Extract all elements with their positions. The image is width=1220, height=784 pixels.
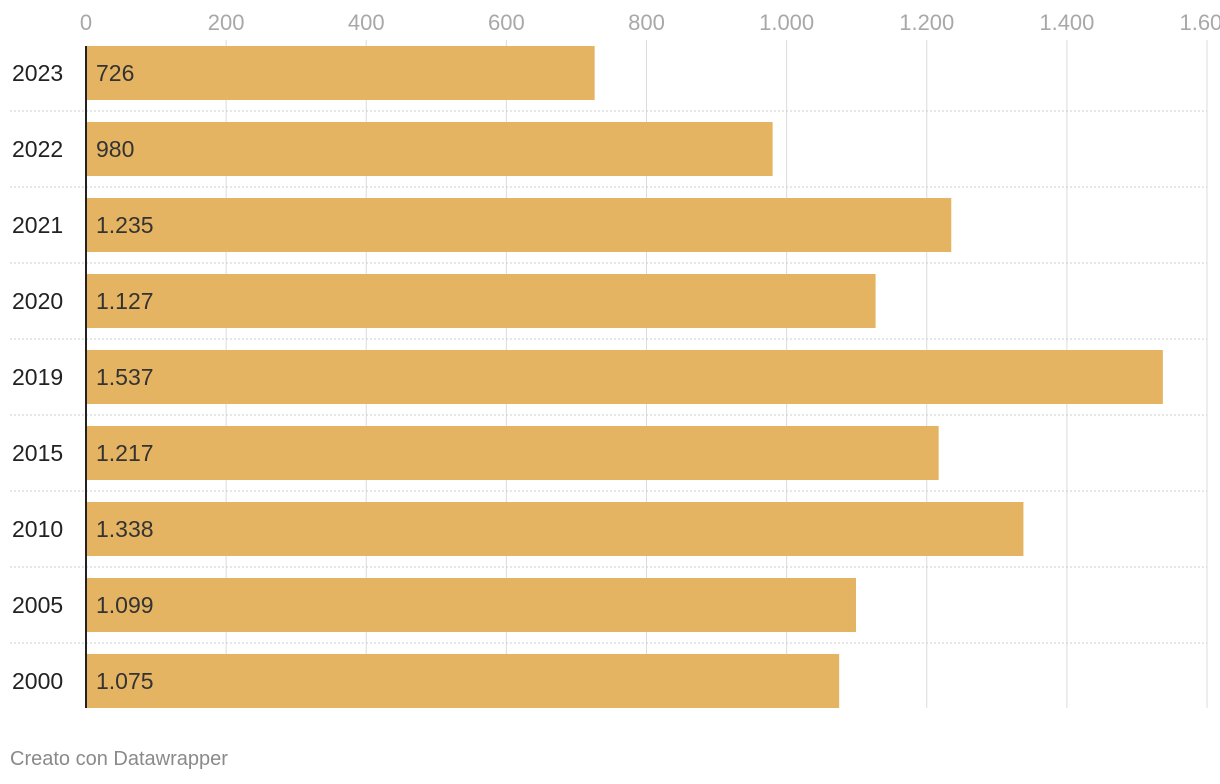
x-tick-label: 400 <box>348 10 385 35</box>
x-tick-label: 1.400 <box>1039 10 1094 35</box>
x-tick-label: 0 <box>80 10 92 35</box>
bar <box>86 274 876 328</box>
credit-text: Creato con Datawrapper <box>10 748 228 770</box>
bar-value-label: 726 <box>96 60 134 86</box>
bar <box>86 198 952 252</box>
bar <box>86 578 856 632</box>
y-category-label: 2023 <box>12 60 63 86</box>
bar-value-label: 1.338 <box>96 516 154 542</box>
bar-value-label: 1.127 <box>96 288 154 314</box>
bar-value-label: 1.217 <box>96 440 154 466</box>
bar <box>86 122 773 176</box>
y-category-label: 2005 <box>12 592 63 618</box>
bar-value-label: 1.075 <box>96 668 154 694</box>
y-category-label: 2020 <box>12 288 63 314</box>
bar <box>86 426 939 480</box>
y-category-label: 2021 <box>12 212 63 238</box>
bar <box>86 46 595 100</box>
y-category-label: 2010 <box>12 516 63 542</box>
y-category-label: 2019 <box>12 364 63 390</box>
bar-value-label: 1.099 <box>96 592 154 618</box>
y-category-label: 2022 <box>12 136 63 162</box>
bar <box>86 350 1163 404</box>
y-category-label: 2000 <box>12 668 63 694</box>
bar-value-label: 1.537 <box>96 364 154 390</box>
x-tick-label: 200 <box>208 10 245 35</box>
x-tick-label: 1.200 <box>899 10 954 35</box>
bar-value-label: 1.235 <box>96 212 154 238</box>
x-tick-label: 800 <box>628 10 665 35</box>
x-tick-label: 1.600 <box>1179 10 1220 35</box>
y-category-label: 2015 <box>12 440 63 466</box>
x-tick-label: 1.000 <box>759 10 814 35</box>
bar-value-label: 980 <box>96 136 134 162</box>
bar <box>86 654 840 708</box>
x-tick-label: 600 <box>488 10 525 35</box>
bar <box>86 502 1024 556</box>
